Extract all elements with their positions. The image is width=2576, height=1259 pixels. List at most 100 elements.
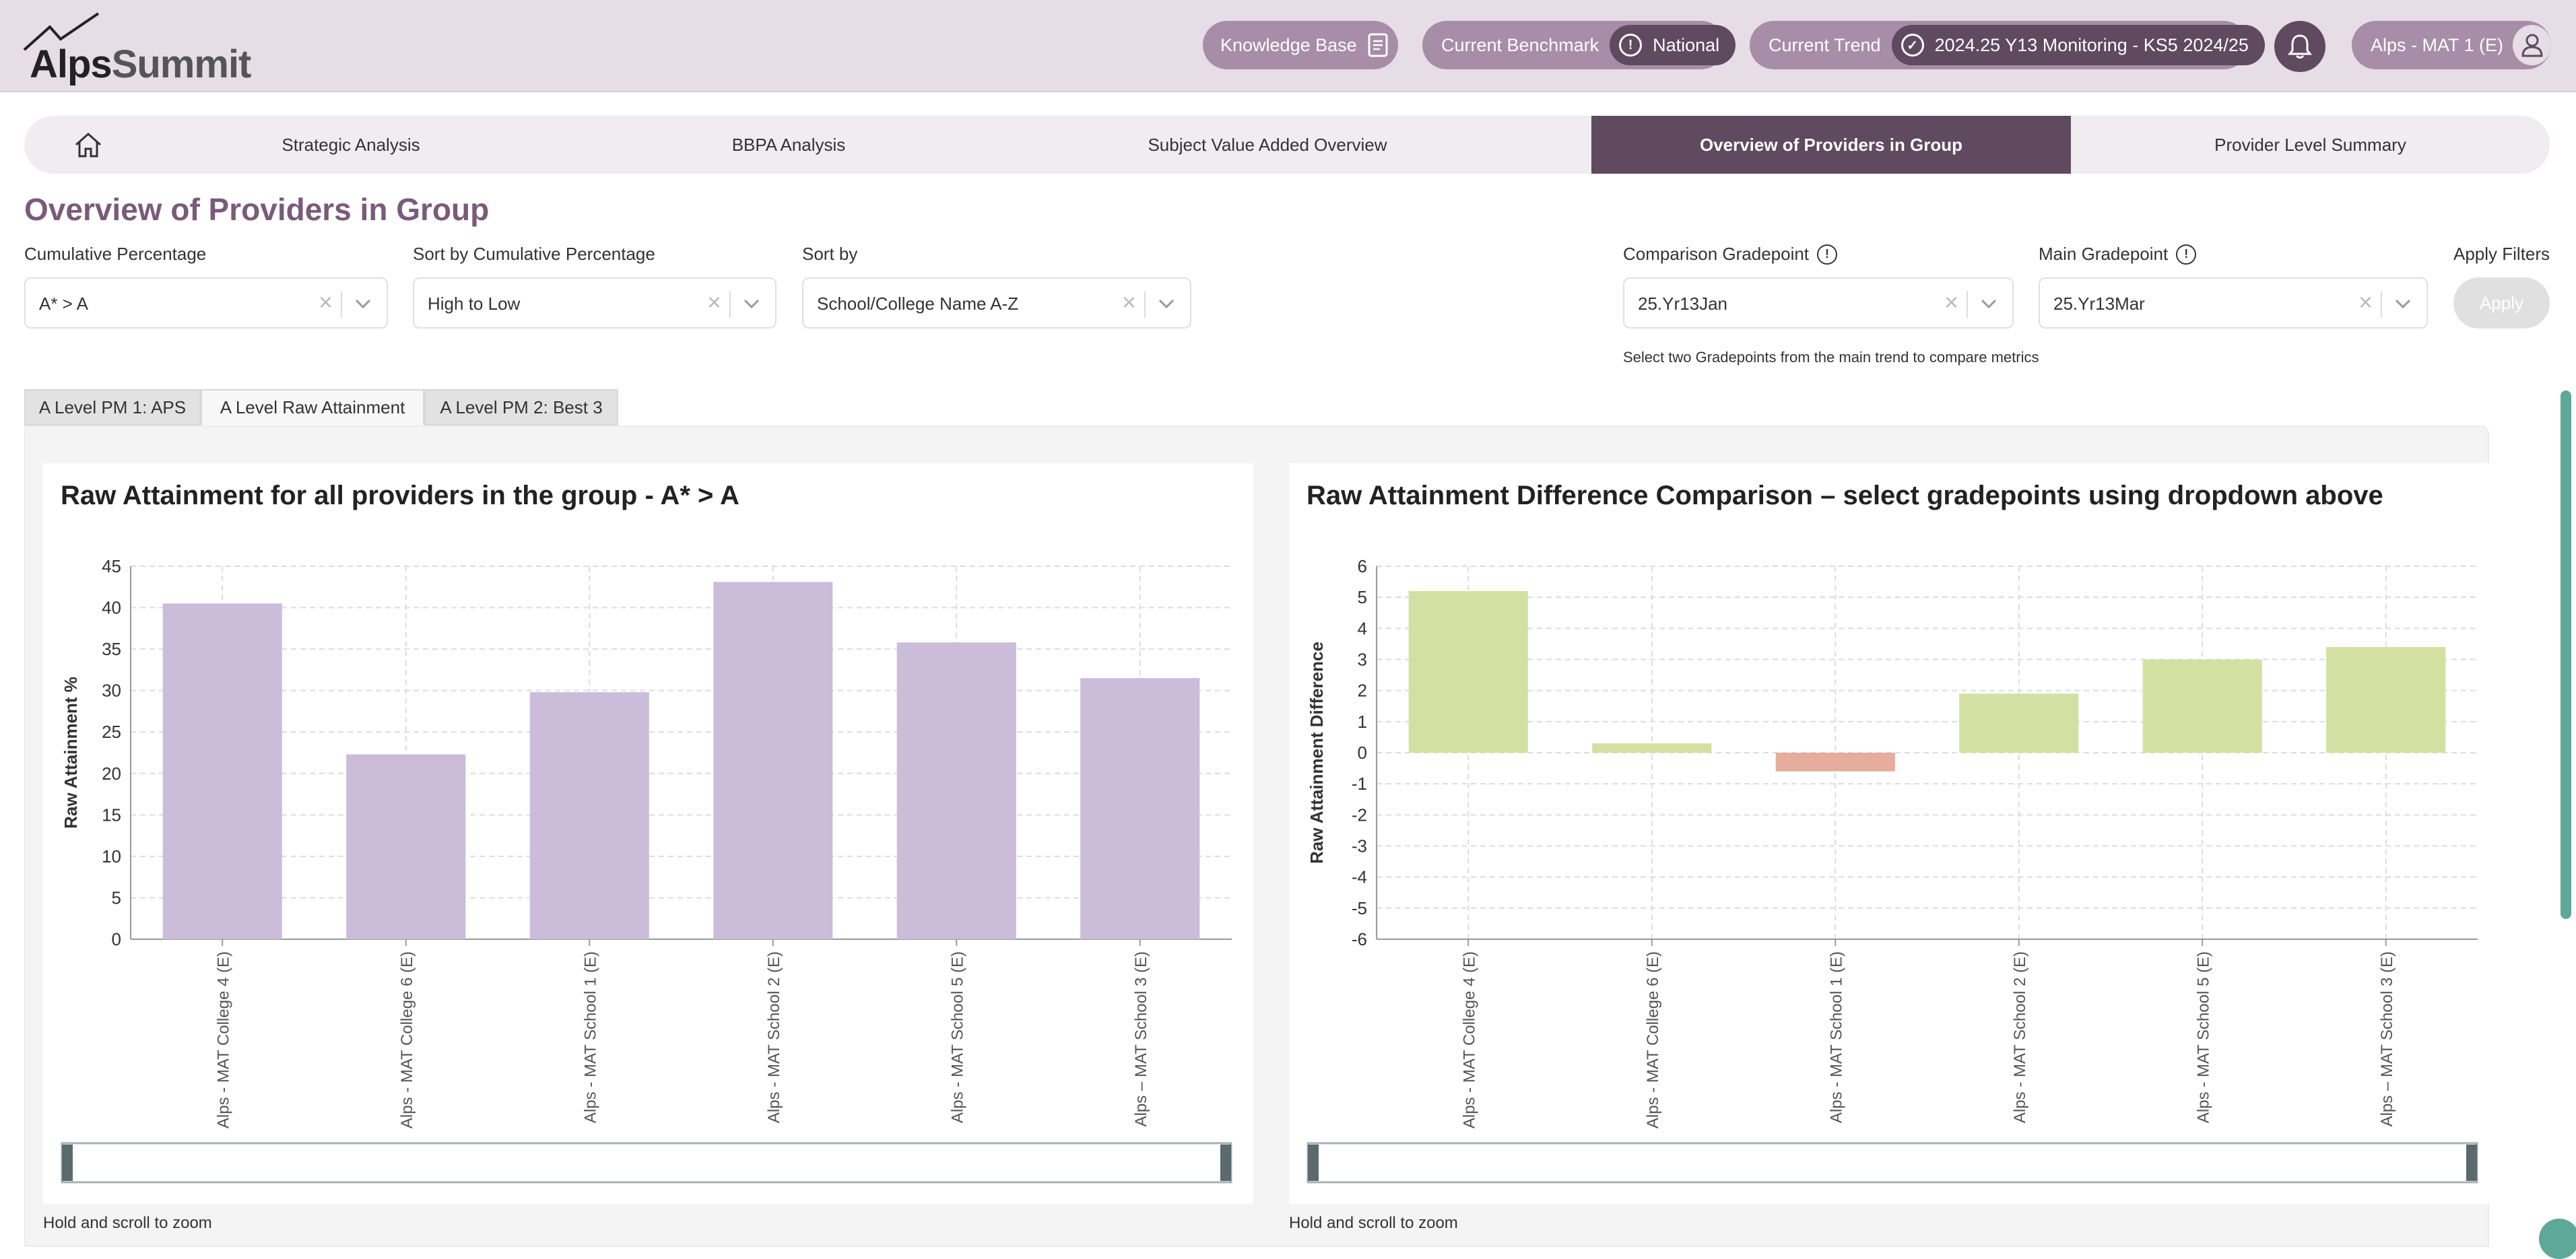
- bar[interactable]: [1592, 743, 1712, 753]
- y-tick-label: 20: [102, 763, 121, 784]
- cumulative-percentage-label: Cumulative Percentage: [24, 244, 207, 264]
- x-tick-label: Alps – MAT School 3 (E): [2378, 951, 2396, 1127]
- bar[interactable]: [1080, 678, 1200, 939]
- clear-icon[interactable]: ×: [706, 288, 721, 316]
- trend-value-chip[interactable]: ✓ 2024.25 Y13 Monitoring - KS5 2024/25: [1891, 25, 2265, 65]
- knowledge-base-label: Knowledge Base: [1220, 34, 1357, 55]
- apply-filters-label: Apply Filters: [2453, 244, 2550, 264]
- difference-chart: Raw Attainment Difference Comparison – s…: [1289, 463, 2499, 1204]
- bar[interactable]: [2142, 659, 2262, 753]
- chat-bubble[interactable]: [2539, 1219, 2576, 1259]
- home-icon: [75, 132, 101, 158]
- x-tick-label: Alps – MAT School 3 (E): [1132, 951, 1150, 1127]
- zoom-slider[interactable]: [1307, 1142, 2478, 1184]
- y-tick-label: 25: [102, 722, 121, 742]
- bar[interactable]: [1959, 693, 2079, 753]
- bar[interactable]: [896, 642, 1016, 939]
- clear-icon[interactable]: ×: [318, 288, 333, 316]
- benchmark-value: National: [1653, 34, 1720, 55]
- clear-icon[interactable]: ×: [1944, 288, 1958, 316]
- nav-overview-of-providers[interactable]: Overview of Providers in Group: [1591, 116, 2071, 174]
- current-trend-selector[interactable]: Current Trend ✓ 2024.25 Y13 Monitoring -…: [1750, 21, 2265, 69]
- nav-subject-value-added-overview[interactable]: Subject Value Added Overview: [1148, 134, 1387, 155]
- main-gradepoint-label: Main Gradepoint!: [2039, 244, 2197, 265]
- nav-bbpa-analysis[interactable]: BBPA Analysis: [731, 134, 846, 155]
- bar[interactable]: [1408, 590, 1528, 753]
- y-tick-label: -2: [1352, 805, 1367, 825]
- tab-pm2-best3[interactable]: A Level PM 2: Best 3: [424, 389, 618, 426]
- top-bar: AlpsSummit Knowledge Base Current Benchm…: [0, 0, 2576, 92]
- y-axis-title: Raw Attainment %: [61, 677, 81, 829]
- y-tick-label: -5: [1352, 898, 1367, 918]
- clear-icon[interactable]: ×: [1121, 288, 1136, 316]
- difference-svg: -6 -5 -4 -3 -2 -1 0 1 2 3 4 5 6 Alps - MAT College 4 …: [1307, 556, 2478, 1184]
- comparison-gradepoint-select[interactable]: 25.Yr13Jan ×: [1623, 277, 2014, 329]
- info-icon[interactable]: !: [1817, 244, 1838, 265]
- bar[interactable]: [346, 754, 466, 939]
- main-navigation: Strategic Analysis BBPA Analysis Subject…: [24, 116, 2550, 174]
- raw-attainment-svg: 0 5 10 15 20 25 30 35 40 45 Alps - MAT College 4 (…: [61, 556, 1232, 1184]
- sort-cumulative-label: Sort by Cumulative Percentage: [413, 244, 655, 264]
- knowledge-base-button[interactable]: Knowledge Base: [1203, 21, 1398, 69]
- chevron-down-icon[interactable]: [354, 294, 372, 314]
- select-value: High to Low: [428, 294, 521, 314]
- user-menu[interactable]: Alps - MAT 1 (E): [2352, 21, 2551, 69]
- bar[interactable]: [1775, 753, 1895, 772]
- x-tick-label: Alps - MAT School 1 (E): [581, 951, 599, 1123]
- bar[interactable]: [529, 692, 649, 939]
- zoom-hint: Hold and scroll to zoom: [1289, 1214, 1458, 1232]
- tab-pm1-aps[interactable]: A Level PM 1: APS: [24, 389, 201, 426]
- sort-cumulative-select[interactable]: High to Low ×: [413, 277, 777, 329]
- x-tick-label: Alps - MAT School 1 (E): [1827, 951, 1845, 1123]
- bar[interactable]: [713, 582, 833, 939]
- benchmark-value-chip[interactable]: ! National: [1610, 25, 1736, 65]
- x-tick-label: Alps - MAT College 4 (E): [214, 951, 232, 1128]
- y-tick-label: 4: [1358, 618, 1367, 638]
- sort-by-select[interactable]: School/College Name A-Z ×: [802, 277, 1191, 329]
- avatar: [2513, 25, 2551, 65]
- y-tick-label: 0: [1358, 743, 1367, 763]
- apply-button[interactable]: Apply: [2453, 277, 2550, 329]
- gradepoint-hint: Select two Gradepoints from the main tre…: [1623, 349, 2039, 366]
- nav-home[interactable]: [24, 116, 152, 174]
- chevron-down-icon[interactable]: [1158, 294, 1175, 314]
- nav-strategic-analysis[interactable]: Strategic Analysis: [282, 134, 420, 155]
- notifications-button[interactable]: [2274, 21, 2325, 72]
- clear-icon[interactable]: ×: [2358, 288, 2373, 316]
- alps-summit-logo[interactable]: AlpsSummit: [23, 12, 265, 86]
- page-scrollbar[interactable]: [2561, 390, 2571, 919]
- bar[interactable]: [162, 603, 282, 939]
- zoom-handle-right[interactable]: [1220, 1145, 1231, 1181]
- check-circle-icon: ✓: [1901, 34, 1924, 57]
- bar[interactable]: [2326, 647, 2446, 753]
- cumulative-percentage-select[interactable]: A* > A ×: [24, 277, 388, 329]
- info-icon[interactable]: !: [2176, 244, 2197, 265]
- zoom-handle-left[interactable]: [1308, 1145, 1319, 1181]
- comparison-gradepoint-label: Comparison Gradepoint!: [1623, 244, 1838, 265]
- chevron-down-icon[interactable]: [2394, 294, 2412, 314]
- main-gradepoint-select[interactable]: 25.Yr13Mar ×: [2039, 277, 2428, 329]
- y-tick-label: 40: [102, 598, 121, 618]
- chevron-down-icon[interactable]: [743, 294, 760, 314]
- sort-by-label: Sort by: [802, 244, 858, 264]
- y-tick-label: 0: [112, 929, 121, 949]
- zoom-slider[interactable]: [61, 1142, 1232, 1184]
- y-tick-label: 10: [102, 846, 121, 866]
- info-icon: !: [1619, 34, 1643, 57]
- y-tick-label: 6: [1358, 556, 1367, 576]
- user-icon: [2521, 34, 2543, 57]
- user-name: Alps - MAT 1 (E): [2371, 34, 2504, 55]
- select-value: School/College Name A-Z: [817, 294, 1019, 314]
- zoom-handle-right[interactable]: [2466, 1145, 2477, 1181]
- tab-raw-attainment[interactable]: A Level Raw Attainment: [201, 389, 424, 426]
- chevron-down-icon[interactable]: [1980, 294, 1997, 314]
- y-tick-label: -1: [1352, 774, 1367, 794]
- select-value: A* > A: [39, 294, 88, 314]
- zoom-handle-left[interactable]: [62, 1145, 73, 1181]
- select-value: 25.Yr13Mar: [2053, 294, 2145, 314]
- current-benchmark-selector[interactable]: Current Benchmark ! National: [1422, 21, 1736, 69]
- chart-title: Raw Attainment for all providers in the …: [61, 481, 739, 510]
- y-tick-label: 5: [112, 887, 121, 908]
- nav-provider-level-summary[interactable]: Provider Level Summary: [2214, 134, 2406, 155]
- logo-text: AlpsSummit: [30, 42, 251, 86]
